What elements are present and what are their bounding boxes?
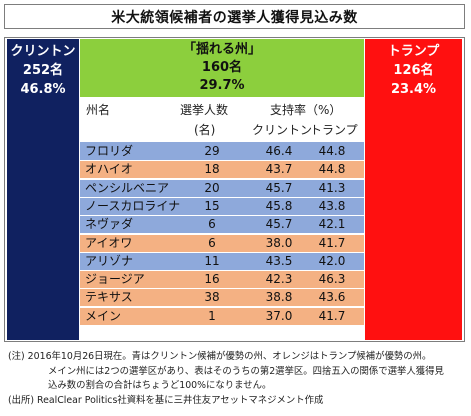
trump-support-cell: 43.8 xyxy=(318,198,346,213)
row-divider xyxy=(80,196,364,198)
note-line-2: メイン州には2つの選挙区があり、表はそのうちの第2選挙区。四捨五入の関係で選挙人… xyxy=(48,365,444,377)
table-row: テキサス 38 38.8 43.6 xyxy=(80,288,364,307)
clinton-support-cell: 42.3 xyxy=(265,272,293,287)
table-row: アイオワ 6 38.0 41.7 xyxy=(80,233,364,252)
trump-name: トランプ xyxy=(387,44,440,59)
electors-cell: 1 xyxy=(208,308,216,323)
note-source: (出所) RealClear Politics社資料を基に三井住友アセットマネジ… xyxy=(8,394,324,406)
clinton-panel: クリントン 252名 46.8% xyxy=(7,39,79,340)
state-name-cell: メイン xyxy=(85,308,122,323)
state-name-cell: アリゾナ xyxy=(85,253,134,268)
electors-cell: 6 xyxy=(208,217,216,232)
trump-support-cell: 43.6 xyxy=(318,290,346,305)
electors-cell: 20 xyxy=(204,180,220,195)
clinton-votes: 252名 xyxy=(22,63,64,78)
state-name-cell: オハイオ xyxy=(85,162,133,177)
clinton-name: クリントン xyxy=(10,44,76,59)
clinton-support-cell: 43.7 xyxy=(265,162,293,177)
trump-votes: 126名 xyxy=(393,63,434,78)
header-votes: 選挙人数 xyxy=(180,103,229,117)
row-divider xyxy=(80,288,364,290)
state-name-cell: ペンシルベニア xyxy=(85,180,170,195)
clinton-support-cell: 45.8 xyxy=(265,198,293,213)
header-support: 支持率（%） xyxy=(270,103,342,117)
clinton-support-cell: 46.4 xyxy=(265,144,293,158)
notes: (注) 2016年10月26日現在。青はクリントン候補が優勢の州、オレンジはトラ… xyxy=(8,350,466,408)
clinton-support-cell: 45.7 xyxy=(265,180,293,195)
clinton-share: 46.8% xyxy=(20,82,66,97)
trump-support-cell: 44.8 xyxy=(318,144,346,158)
electors-cell: 11 xyxy=(204,253,220,268)
table-row: ネヴァダ 6 45.7 42.1 xyxy=(80,215,364,234)
header-clinton: クリントン xyxy=(252,123,313,137)
row-divider xyxy=(80,178,364,180)
header-votes-unit: (名) xyxy=(194,123,216,137)
table-row: ペンシルベニア 20 45.7 41.3 xyxy=(80,178,364,197)
state-name-cell: フロリダ xyxy=(85,144,134,158)
trump-share: 23.4% xyxy=(390,82,437,97)
table-row: メイン 1 37.0 41.7 xyxy=(80,306,364,325)
clinton-support-cell: 38.0 xyxy=(265,235,293,250)
trump-support-cell: 41.7 xyxy=(318,308,346,323)
swing-states-box: 「揺れる州」 160名 29.7% xyxy=(80,39,364,97)
clinton-support-cell: 37.0 xyxy=(265,308,293,323)
state-name-cell: ネヴァダ xyxy=(85,217,134,232)
clinton-support-cell: 43.5 xyxy=(265,253,293,268)
swing-share: 29.7% xyxy=(199,78,245,93)
clinton-support-cell: 45.7 xyxy=(265,217,293,232)
row-divider xyxy=(80,160,364,162)
trump-support-cell: 44.8 xyxy=(318,162,346,177)
trump-support-cell: 42.1 xyxy=(318,217,346,232)
row-divider xyxy=(80,215,364,217)
electors-cell: 16 xyxy=(204,272,220,287)
header-state: 州名 xyxy=(86,103,111,117)
swing-label: 「揺れる州」 xyxy=(182,42,261,57)
electors-cell: 38 xyxy=(204,290,220,305)
state-name-cell: ジョージア xyxy=(85,272,145,287)
trump-support-cell: 42.0 xyxy=(318,253,346,268)
state-name-cell: テキサス xyxy=(85,290,133,305)
clinton-support-cell: 38.8 xyxy=(265,290,293,305)
trump-panel: トランプ 126名 23.4% xyxy=(365,39,462,340)
row-divider xyxy=(80,251,364,253)
row-divider xyxy=(80,233,364,235)
chart-title: 米大統領候補者の選挙人獲得見込み数 xyxy=(4,4,465,29)
note-line-3: 込み数の割合の合計はちょうど100%になりません。 xyxy=(48,380,272,391)
electors-cell: 6 xyxy=(208,235,216,250)
trump-support-cell: 46.3 xyxy=(318,272,346,287)
table-row: ジョージア 16 42.3 46.3 xyxy=(80,270,364,289)
table-row: オハイオ 18 43.7 44.8 xyxy=(80,160,364,179)
electors-cell: 18 xyxy=(204,162,220,177)
row-divider xyxy=(80,270,364,272)
state-name-cell: アイオワ xyxy=(85,235,133,250)
note-line-1: (注) 2016年10月26日現在。青はクリントン候補が優勢の州、オレンジはトラ… xyxy=(8,351,432,362)
table-row: アリゾナ 11 43.5 42.0 xyxy=(80,251,364,270)
trump-support-cell: 41.7 xyxy=(318,235,346,250)
swing-votes: 160名 xyxy=(201,60,243,75)
chart-frame xyxy=(4,37,465,342)
row-divider xyxy=(80,306,364,308)
header-trump: トランプ xyxy=(310,123,358,137)
state-name-cell: ノースカロライナ xyxy=(85,198,181,213)
electors-cell: 15 xyxy=(204,198,220,213)
table-row: フロリダ 29 46.4 44.8 xyxy=(80,142,364,160)
table-row: ノースカロライナ 15 45.8 43.8 xyxy=(80,196,364,215)
trump-support-cell: 41.3 xyxy=(318,180,346,195)
electors-cell: 29 xyxy=(204,144,220,158)
